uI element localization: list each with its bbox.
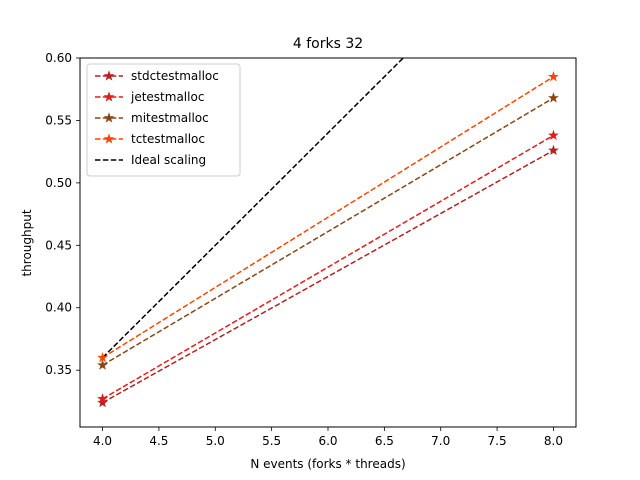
series-line [102,134,554,400]
plot-markers [97,71,559,408]
data-point-marker [548,71,559,82]
x-tick-label: 8.0 [544,434,563,448]
legend-marker [103,70,115,81]
data-point-marker [548,144,559,156]
legend-marker [103,91,115,102]
legend: stdctestmalloc jetestmalloc mitestmalloc tc… [86,63,241,177]
legend-label: mitestmalloc [131,111,209,125]
y-axis-ticks: 0.35 0.40 0.45 0.50 0.55 0.60 [45,51,80,377]
y-tick-label: 0.55 [45,113,72,127]
x-tick-label: 5.5 [262,434,281,448]
y-tick-label: 0.60 [45,51,72,65]
legend-marker [103,133,115,144]
legend-label: jetestmalloc [130,90,204,104]
x-tick-label: 5.0 [206,434,225,448]
x-axis-ticks: 4.0 4.5 5.0 5.5 6.0 6.5 7.0 7.5 8.0 [93,427,563,448]
x-tick-label: 7.5 [488,434,507,448]
legend-label: Ideal scaling [131,153,206,167]
y-tick-label: 0.50 [45,176,72,190]
plot-lines [102,58,554,404]
x-tick-label: 4.0 [93,434,112,448]
data-point-marker [97,359,108,370]
series-line [102,149,554,404]
legend-box [86,63,241,177]
y-tick-label: 0.35 [45,363,72,377]
legend-label: stdctestmalloc [131,69,219,83]
data-point-marker [97,351,108,363]
data-point-marker [548,129,559,141]
data-point-marker [97,393,108,404]
data-point-marker [97,396,108,408]
x-axis-label: N events (forks * threads) [250,457,405,471]
chart-title: 4 forks 32 [293,36,363,52]
y-tick-label: 0.45 [45,238,72,252]
plot-frame [79,57,577,428]
series-line [102,97,554,366]
x-tick-label: 7.0 [431,434,450,448]
legend-label: tctestmalloc [131,132,205,146]
data-point-marker [548,92,559,103]
series-line [102,76,554,359]
x-tick-label: 4.5 [149,434,168,448]
x-tick-label: 6.5 [375,434,394,448]
legend-marker [103,112,115,123]
y-axis-label: throughput [20,209,34,276]
series-line [102,58,405,359]
y-tick-label: 0.40 [45,301,72,315]
x-tick-label: 6.0 [318,434,337,448]
